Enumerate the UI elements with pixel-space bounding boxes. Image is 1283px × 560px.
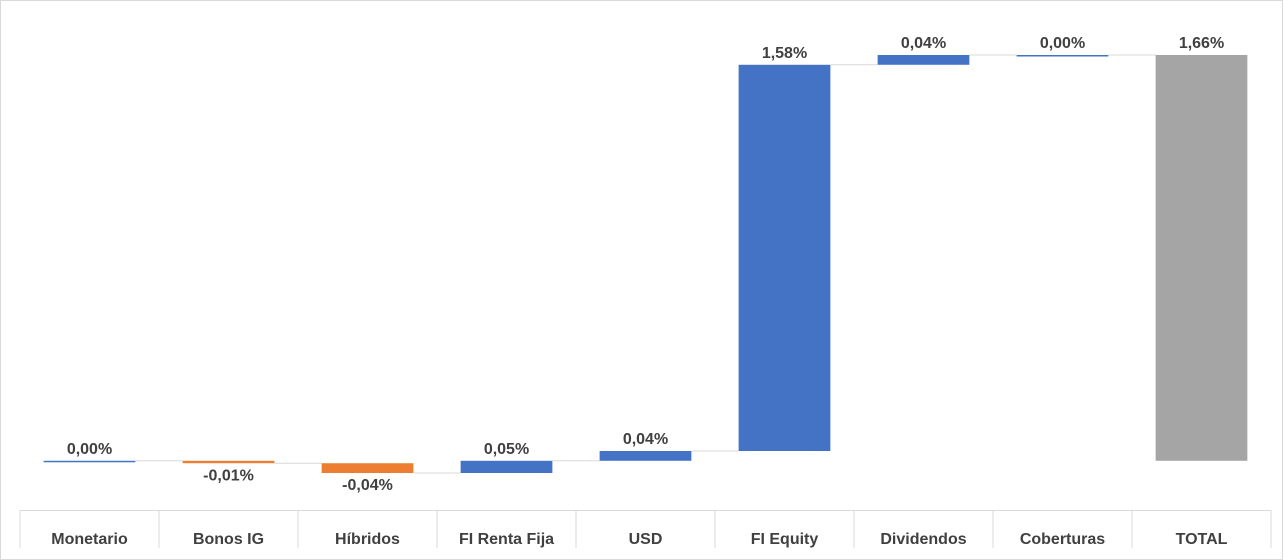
value-label: 0,04% (901, 35, 946, 52)
x-tick-label: TOTAL (1176, 531, 1228, 548)
value-label: -0,04% (342, 477, 393, 494)
x-tick-label: Monetario (51, 531, 128, 548)
x-tick-label: FI Equity (751, 531, 819, 548)
bar (1016, 55, 1109, 57)
bar (321, 463, 414, 473)
bar (182, 460, 275, 464)
bar (599, 451, 692, 461)
value-label: 0,04% (623, 431, 668, 448)
x-tick-label: Bonos IG (193, 531, 264, 548)
bar (43, 460, 136, 463)
value-label: 1,58% (762, 45, 807, 62)
value-label: 0,00% (1040, 35, 1085, 52)
value-label: 0,00% (67, 441, 112, 458)
bar (738, 64, 831, 452)
value-label: 1,66% (1179, 35, 1224, 52)
x-tick-label: FI Renta Fija (459, 531, 554, 548)
x-tick-label: USD (629, 531, 663, 548)
bar (877, 55, 970, 65)
bar (1155, 55, 1248, 461)
x-tick-label: Dividendos (880, 531, 966, 548)
value-label: 0,05% (484, 441, 529, 458)
x-tick-label: Híbridos (335, 531, 400, 548)
x-tick-label: Coberturas (1020, 531, 1105, 548)
value-label: -0,01% (203, 467, 254, 484)
bar (460, 460, 553, 473)
